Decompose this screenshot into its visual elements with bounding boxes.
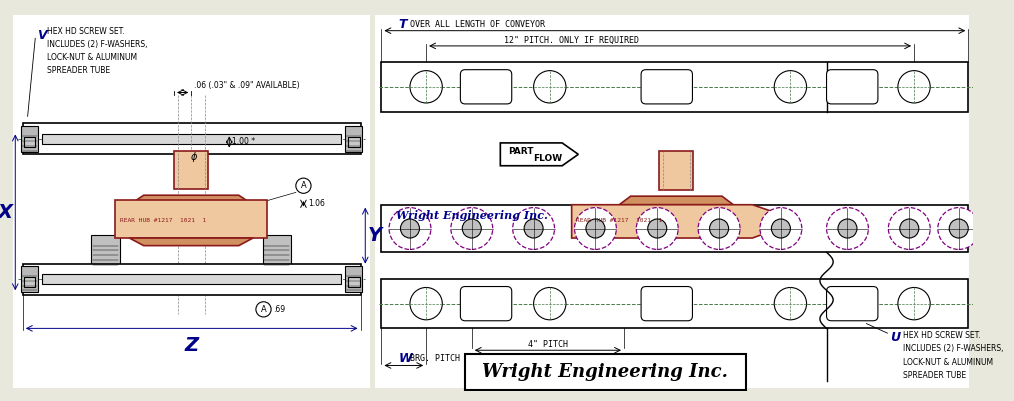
Text: W: W — [399, 352, 413, 365]
Circle shape — [897, 71, 930, 103]
Text: BRG. PITCH: BRG. PITCH — [410, 354, 460, 363]
Circle shape — [462, 219, 482, 238]
Text: A: A — [261, 305, 267, 314]
Bar — [174, 150, 208, 188]
Bar — [42, 134, 342, 144]
Circle shape — [897, 288, 930, 320]
Circle shape — [575, 208, 617, 249]
Polygon shape — [620, 196, 733, 205]
Bar — [116, 200, 268, 238]
Circle shape — [451, 208, 493, 249]
Text: 1.00 *: 1.00 * — [232, 138, 256, 146]
Text: HEX HD SCREW SET.
INCLUDES (2) F-WASHERS,
LOCK-NUT & ALUMINUM
SPREADER TUBE: HEX HD SCREW SET. INCLUDES (2) F-WASHERS… — [902, 331, 1003, 380]
Text: HEX HD SCREW SET.
INCLUDES (2) F-WASHERS,
LOCK-NUT & ALUMINUM
SPREADER TUBE: HEX HD SCREW SET. INCLUDES (2) F-WASHERS… — [47, 27, 147, 75]
Text: A: A — [300, 181, 306, 190]
Circle shape — [410, 71, 442, 103]
Bar — [13, 14, 370, 388]
Text: 12" PITCH. ONLY IF REQUIRED: 12" PITCH. ONLY IF REQUIRED — [504, 36, 639, 45]
FancyBboxPatch shape — [460, 287, 512, 321]
Text: Y: Y — [368, 226, 382, 245]
Polygon shape — [572, 205, 800, 238]
Text: FLOW: FLOW — [533, 154, 563, 163]
Circle shape — [648, 219, 667, 238]
Circle shape — [899, 219, 919, 238]
Circle shape — [838, 219, 857, 238]
Bar — [346, 265, 362, 292]
Bar — [42, 274, 342, 284]
Text: $\phi$: $\phi$ — [190, 150, 198, 164]
Bar — [348, 137, 360, 147]
Circle shape — [401, 219, 420, 238]
Bar — [21, 265, 39, 292]
Polygon shape — [130, 195, 254, 205]
Bar — [465, 354, 745, 390]
Polygon shape — [130, 238, 254, 246]
FancyBboxPatch shape — [460, 70, 512, 104]
Text: OVER ALL LENGTH OF CONVEYOR: OVER ALL LENGTH OF CONVEYOR — [410, 20, 545, 30]
Bar — [381, 62, 968, 111]
Text: U: U — [890, 331, 900, 344]
Circle shape — [938, 208, 980, 249]
Text: T: T — [399, 18, 407, 32]
Circle shape — [949, 219, 968, 238]
Bar — [263, 235, 291, 268]
Circle shape — [775, 71, 806, 103]
Circle shape — [586, 219, 605, 238]
Text: 4" PITCH: 4" PITCH — [528, 340, 568, 349]
Text: V: V — [38, 29, 47, 42]
FancyBboxPatch shape — [641, 70, 693, 104]
Bar — [375, 14, 969, 388]
Circle shape — [710, 219, 729, 238]
Bar — [91, 235, 120, 268]
Circle shape — [533, 71, 566, 103]
Text: 1.06: 1.06 — [308, 199, 325, 208]
Bar — [23, 264, 361, 295]
Circle shape — [513, 208, 555, 249]
Text: Z: Z — [185, 336, 199, 355]
Circle shape — [759, 208, 802, 249]
Bar — [346, 126, 362, 152]
Bar — [348, 277, 360, 287]
Bar — [21, 126, 39, 152]
Circle shape — [410, 288, 442, 320]
Text: .69: .69 — [273, 305, 285, 314]
Circle shape — [772, 219, 790, 238]
FancyBboxPatch shape — [641, 287, 693, 321]
Circle shape — [699, 208, 740, 249]
Text: X: X — [0, 203, 13, 222]
Circle shape — [524, 219, 544, 238]
Bar — [659, 150, 694, 190]
Text: Wright Engineering Inc.: Wright Engineering Inc. — [395, 210, 548, 221]
Text: PART: PART — [508, 147, 533, 156]
FancyBboxPatch shape — [826, 70, 878, 104]
Bar — [381, 205, 968, 252]
Polygon shape — [500, 143, 578, 166]
Bar — [23, 123, 361, 154]
Circle shape — [775, 288, 806, 320]
Bar — [381, 279, 968, 328]
Circle shape — [888, 208, 930, 249]
Bar — [24, 137, 35, 147]
Circle shape — [826, 208, 868, 249]
Text: REAR HUB #1217  1021  1: REAR HUB #1217 1021 1 — [120, 219, 206, 223]
Bar — [24, 277, 35, 287]
Circle shape — [533, 288, 566, 320]
Circle shape — [637, 208, 678, 249]
Text: Wright Engineering Inc.: Wright Engineering Inc. — [483, 363, 728, 381]
FancyBboxPatch shape — [826, 287, 878, 321]
Circle shape — [389, 208, 431, 249]
Text: REAR HUB #1217  1021  1: REAR HUB #1217 1021 1 — [576, 219, 663, 223]
Text: .06 (.03" & .09" AVAILABLE): .06 (.03" & .09" AVAILABLE) — [194, 81, 300, 90]
